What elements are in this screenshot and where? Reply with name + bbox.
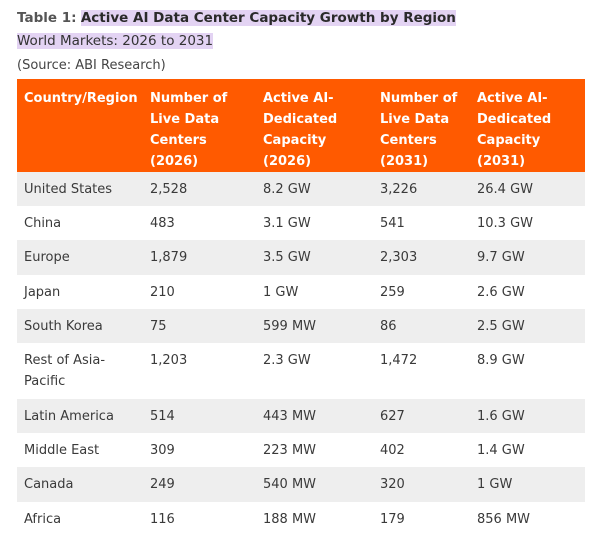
cell-live-dc-2026: 1,879 <box>150 250 188 265</box>
cell-live-dc-2026: 309 <box>150 443 175 458</box>
cell-live-dc-2031: 541 <box>380 216 405 231</box>
cell-region: Latin America <box>24 409 114 424</box>
cell-region: Middle East <box>24 443 100 458</box>
table-row: Canada 249 540 MW 320 1 GW <box>17 467 585 502</box>
cell-region: Europe <box>24 250 70 265</box>
cell-capacity-2026: 1 GW <box>263 285 299 300</box>
header-ai-capacity-2031: Active AI-Dedicated Capacity (2031) <box>477 91 552 169</box>
cell-capacity-2026: 188 MW <box>263 512 317 527</box>
cell-live-dc-2026: 210 <box>150 285 175 300</box>
cell-live-dc-2026: 514 <box>150 409 175 424</box>
cell-capacity-2031: 8.9 GW <box>477 353 525 368</box>
table-row: Africa 116 188 MW 179 856 MW <box>17 502 585 536</box>
cell-capacity-2026: 599 MW <box>263 319 317 334</box>
cell-live-dc-2031: 320 <box>380 477 405 492</box>
cell-capacity-2026: 2.3 GW <box>263 353 311 368</box>
cell-capacity-2026: 223 MW <box>263 443 317 458</box>
cell-region: Africa <box>24 512 62 527</box>
capacity-table: Country/Region Number of Live Data Cente… <box>17 79 585 536</box>
header-live-dc-2031: Number of Live Data Centers (2031) <box>380 91 458 169</box>
cell-region: United States <box>24 182 113 197</box>
cell-region: Japan <box>24 285 61 300</box>
cell-live-dc-2026: 1,203 <box>150 353 188 368</box>
table-caption: Table 1: Active AI Data Center Capacity … <box>17 8 456 76</box>
cell-live-dc-2026: 2,528 <box>150 182 188 197</box>
table-number-label: Table 1: <box>17 10 77 26</box>
cell-capacity-2031: 1.6 GW <box>477 409 525 424</box>
cell-capacity-2031: 2.5 GW <box>477 319 525 334</box>
header-row: Country/Region Number of Live Data Cente… <box>17 79 585 172</box>
cell-capacity-2026: 8.2 GW <box>263 182 311 197</box>
table-header: Country/Region Number of Live Data Cente… <box>17 79 585 172</box>
table-row: South Korea 75 599 MW 86 2.5 GW <box>17 309 585 343</box>
caption-title-line: Table 1: Active AI Data Center Capacity … <box>17 8 456 29</box>
cell-live-dc-2026: 75 <box>150 319 167 334</box>
cell-live-dc-2031: 402 <box>380 443 405 458</box>
cell-live-dc-2031: 179 <box>380 512 405 527</box>
header-country-region: Country/Region <box>24 91 138 106</box>
cell-live-dc-2031: 1,472 <box>380 353 418 368</box>
table-subtitle: World Markets: 2026 to 2031 <box>17 33 214 49</box>
table-source: (Source: ABI Research) <box>17 58 166 73</box>
cell-capacity-2031: 9.7 GW <box>477 250 525 265</box>
table-row: Middle East 309 223 MW 402 1.4 GW <box>17 433 585 467</box>
cell-region: Canada <box>24 477 74 492</box>
cell-live-dc-2031: 2,303 <box>380 250 418 265</box>
header-ai-capacity-2026: Active AI-Dedicated Capacity (2026) <box>263 91 338 169</box>
cell-capacity-2026: 540 MW <box>263 477 317 492</box>
table-row: Latin America 514 443 MW 627 1.6 GW <box>17 399 585 433</box>
cell-live-dc-2031: 3,226 <box>380 182 418 197</box>
table-title: Active AI Data Center Capacity Growth by… <box>80 10 456 26</box>
cell-capacity-2031: 1.4 GW <box>477 443 525 458</box>
cell-capacity-2026: 3.1 GW <box>263 216 311 231</box>
cell-live-dc-2031: 259 <box>380 285 405 300</box>
table-body: United States 2,528 8.2 GW 3,226 26.4 GW Chin… <box>17 172 585 536</box>
table-row: United States 2,528 8.2 GW 3,226 26.4 GW <box>17 172 585 206</box>
cell-capacity-2026: 3.5 GW <box>263 250 311 265</box>
cell-region: China <box>24 216 62 231</box>
cell-capacity-2031: 10.3 GW <box>477 216 534 231</box>
cell-capacity-2031: 856 MW <box>477 512 531 527</box>
cell-region: Rest of Asia-Pacific <box>24 353 106 389</box>
cell-capacity-2031: 26.4 GW <box>477 182 534 197</box>
cell-live-dc-2031: 86 <box>380 319 397 334</box>
cell-live-dc-2026: 116 <box>150 512 175 527</box>
cell-capacity-2031: 2.6 GW <box>477 285 525 300</box>
cell-live-dc-2031: 627 <box>380 409 405 424</box>
cell-capacity-2031: 1 GW <box>477 477 513 492</box>
header-live-dc-2026: Number of Live Data Centers (2026) <box>150 91 228 169</box>
table-row: China 483 3.1 GW 541 10.3 GW <box>17 206 585 240</box>
cell-region: South Korea <box>24 319 103 334</box>
cell-capacity-2026: 443 MW <box>263 409 317 424</box>
table-row: Japan 210 1 GW 259 2.6 GW <box>17 275 585 309</box>
cell-live-dc-2026: 249 <box>150 477 175 492</box>
table-row: Rest of Asia-Pacific 1,203 2.3 GW 1,472 8.9 … <box>17 343 585 399</box>
table-row: Europe 1,879 3.5 GW 2,303 9.7 GW <box>17 240 585 275</box>
cell-live-dc-2026: 483 <box>150 216 175 231</box>
caption-subtitle-line: World Markets: 2026 to 2031 <box>17 31 456 52</box>
